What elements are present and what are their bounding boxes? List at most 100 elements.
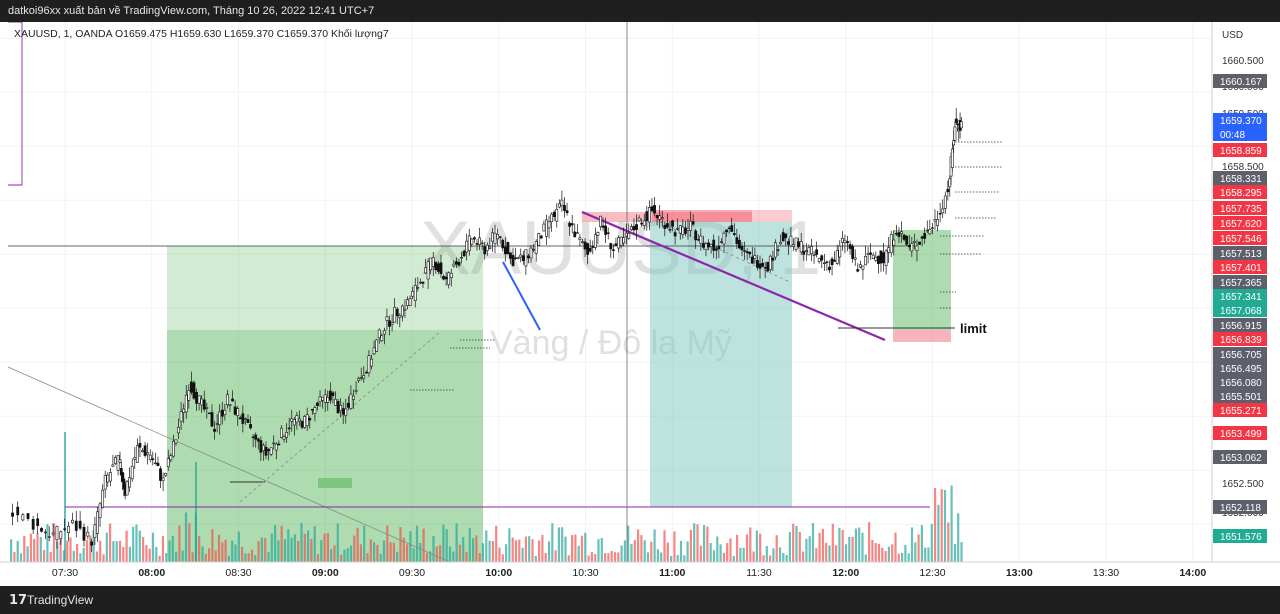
candle-body <box>103 474 107 490</box>
volume-bar <box>363 525 366 562</box>
candle-body <box>116 455 120 471</box>
candle-body <box>902 234 906 240</box>
candle-body <box>439 262 443 274</box>
candle-body <box>364 372 368 374</box>
volume-bar <box>310 538 313 562</box>
time-tick-label: 11:00 <box>659 567 685 579</box>
volume-bar <box>597 539 600 562</box>
candle-body <box>146 452 150 455</box>
candle-body <box>776 249 780 251</box>
candle-body <box>292 419 296 426</box>
volume-bar <box>29 533 32 562</box>
candle-body <box>694 230 698 241</box>
candle-body <box>871 254 875 259</box>
volume-bar <box>825 542 828 562</box>
candle-body <box>912 241 916 243</box>
price-label-bg <box>1213 246 1267 260</box>
candle-body <box>889 234 893 254</box>
candle-body <box>684 227 687 234</box>
volume-bar <box>323 533 326 562</box>
volume-bar <box>326 533 329 562</box>
candle-body <box>192 382 196 399</box>
price-label-bg <box>1213 275 1267 289</box>
candle-body <box>953 126 957 141</box>
volume-bar <box>313 526 316 562</box>
candle-body <box>792 244 795 247</box>
candle-body <box>341 408 345 415</box>
volume-bar <box>861 532 864 562</box>
candle-body <box>568 222 572 227</box>
candle-body <box>287 427 291 430</box>
candle-body <box>303 416 307 428</box>
candle-body <box>462 250 466 257</box>
candle-body <box>96 511 99 534</box>
candle-body <box>712 239 716 251</box>
price-label: 1657.513 <box>1220 249 1262 260</box>
volume-bar <box>290 537 293 562</box>
currency-label: USD <box>1222 30 1243 41</box>
volume-bar <box>198 536 201 562</box>
red-zone-top2 <box>652 210 752 222</box>
candle-body <box>413 285 417 301</box>
chart-area[interactable]: XAUUSD, 1 Vàng / Đô la Mỹ limit 1660.500… <box>0 21 1280 586</box>
candle-body <box>429 257 433 271</box>
candle-body <box>678 225 682 234</box>
candle-body <box>308 417 312 421</box>
price-axis[interactable]: 1660.5001660.0001659.5001658.5001652.500… <box>1211 22 1267 562</box>
candle-body <box>766 261 770 272</box>
volume-bar <box>785 555 788 562</box>
volume-bar <box>920 525 923 562</box>
volume-bar <box>775 535 778 562</box>
candle-body <box>36 518 40 526</box>
volume-bar <box>590 551 593 562</box>
price-label: 1660.167 <box>1220 77 1262 88</box>
volume-bar <box>366 553 369 562</box>
volume-bar <box>607 553 610 562</box>
candle-body <box>31 519 35 530</box>
candle-body <box>702 243 705 248</box>
volume-bar <box>703 525 706 562</box>
candlestick-chart[interactable]: XAUUSD, 1 Vàng / Đô la Mỹ limit 1660.500… <box>0 21 1280 586</box>
candle-body <box>786 241 790 245</box>
candle-body <box>390 322 394 325</box>
volume-bar <box>353 535 356 562</box>
candle-body <box>509 252 512 259</box>
candle-body <box>130 465 134 480</box>
candle-body <box>213 428 216 432</box>
candle-body <box>143 445 147 456</box>
volume-bar <box>907 553 910 562</box>
time-axis[interactable]: 07:30 08:00 08:30 09:00 09:30 10:00 10:30 11:00… <box>0 561 1280 579</box>
volume-bar <box>201 546 204 562</box>
candle-body <box>629 226 633 231</box>
volume-bar <box>234 544 237 562</box>
price-label: 1657.341 <box>1220 292 1262 303</box>
volume-bar <box>485 530 488 562</box>
candle-body <box>501 239 505 249</box>
volume-bar <box>613 552 617 562</box>
candle-body <box>820 255 824 261</box>
candle-body <box>519 254 523 258</box>
price-label: 1658.859 <box>1220 146 1262 157</box>
price-label-bg <box>1213 143 1267 157</box>
candle-body <box>272 442 276 445</box>
volume-bar <box>425 553 428 562</box>
candle-body <box>720 241 723 243</box>
volume-bar <box>930 524 933 562</box>
candle-body <box>496 233 499 240</box>
candle-body <box>804 250 808 252</box>
candle-body <box>380 335 384 341</box>
grid-lines <box>0 22 1212 562</box>
volume-bar <box>293 534 296 562</box>
candle-body <box>856 269 860 272</box>
time-tick-label: 09:30 <box>399 567 425 579</box>
candle-body <box>138 443 142 448</box>
candle-body <box>650 206 654 212</box>
volume-bar <box>280 525 283 562</box>
candle-body <box>709 244 713 247</box>
candle-body <box>524 249 528 267</box>
time-tick-label: 08:30 <box>225 567 251 579</box>
candle-body <box>354 389 358 392</box>
candle-body <box>588 247 592 252</box>
volume-bar <box>709 543 712 562</box>
candle-body <box>424 267 427 274</box>
